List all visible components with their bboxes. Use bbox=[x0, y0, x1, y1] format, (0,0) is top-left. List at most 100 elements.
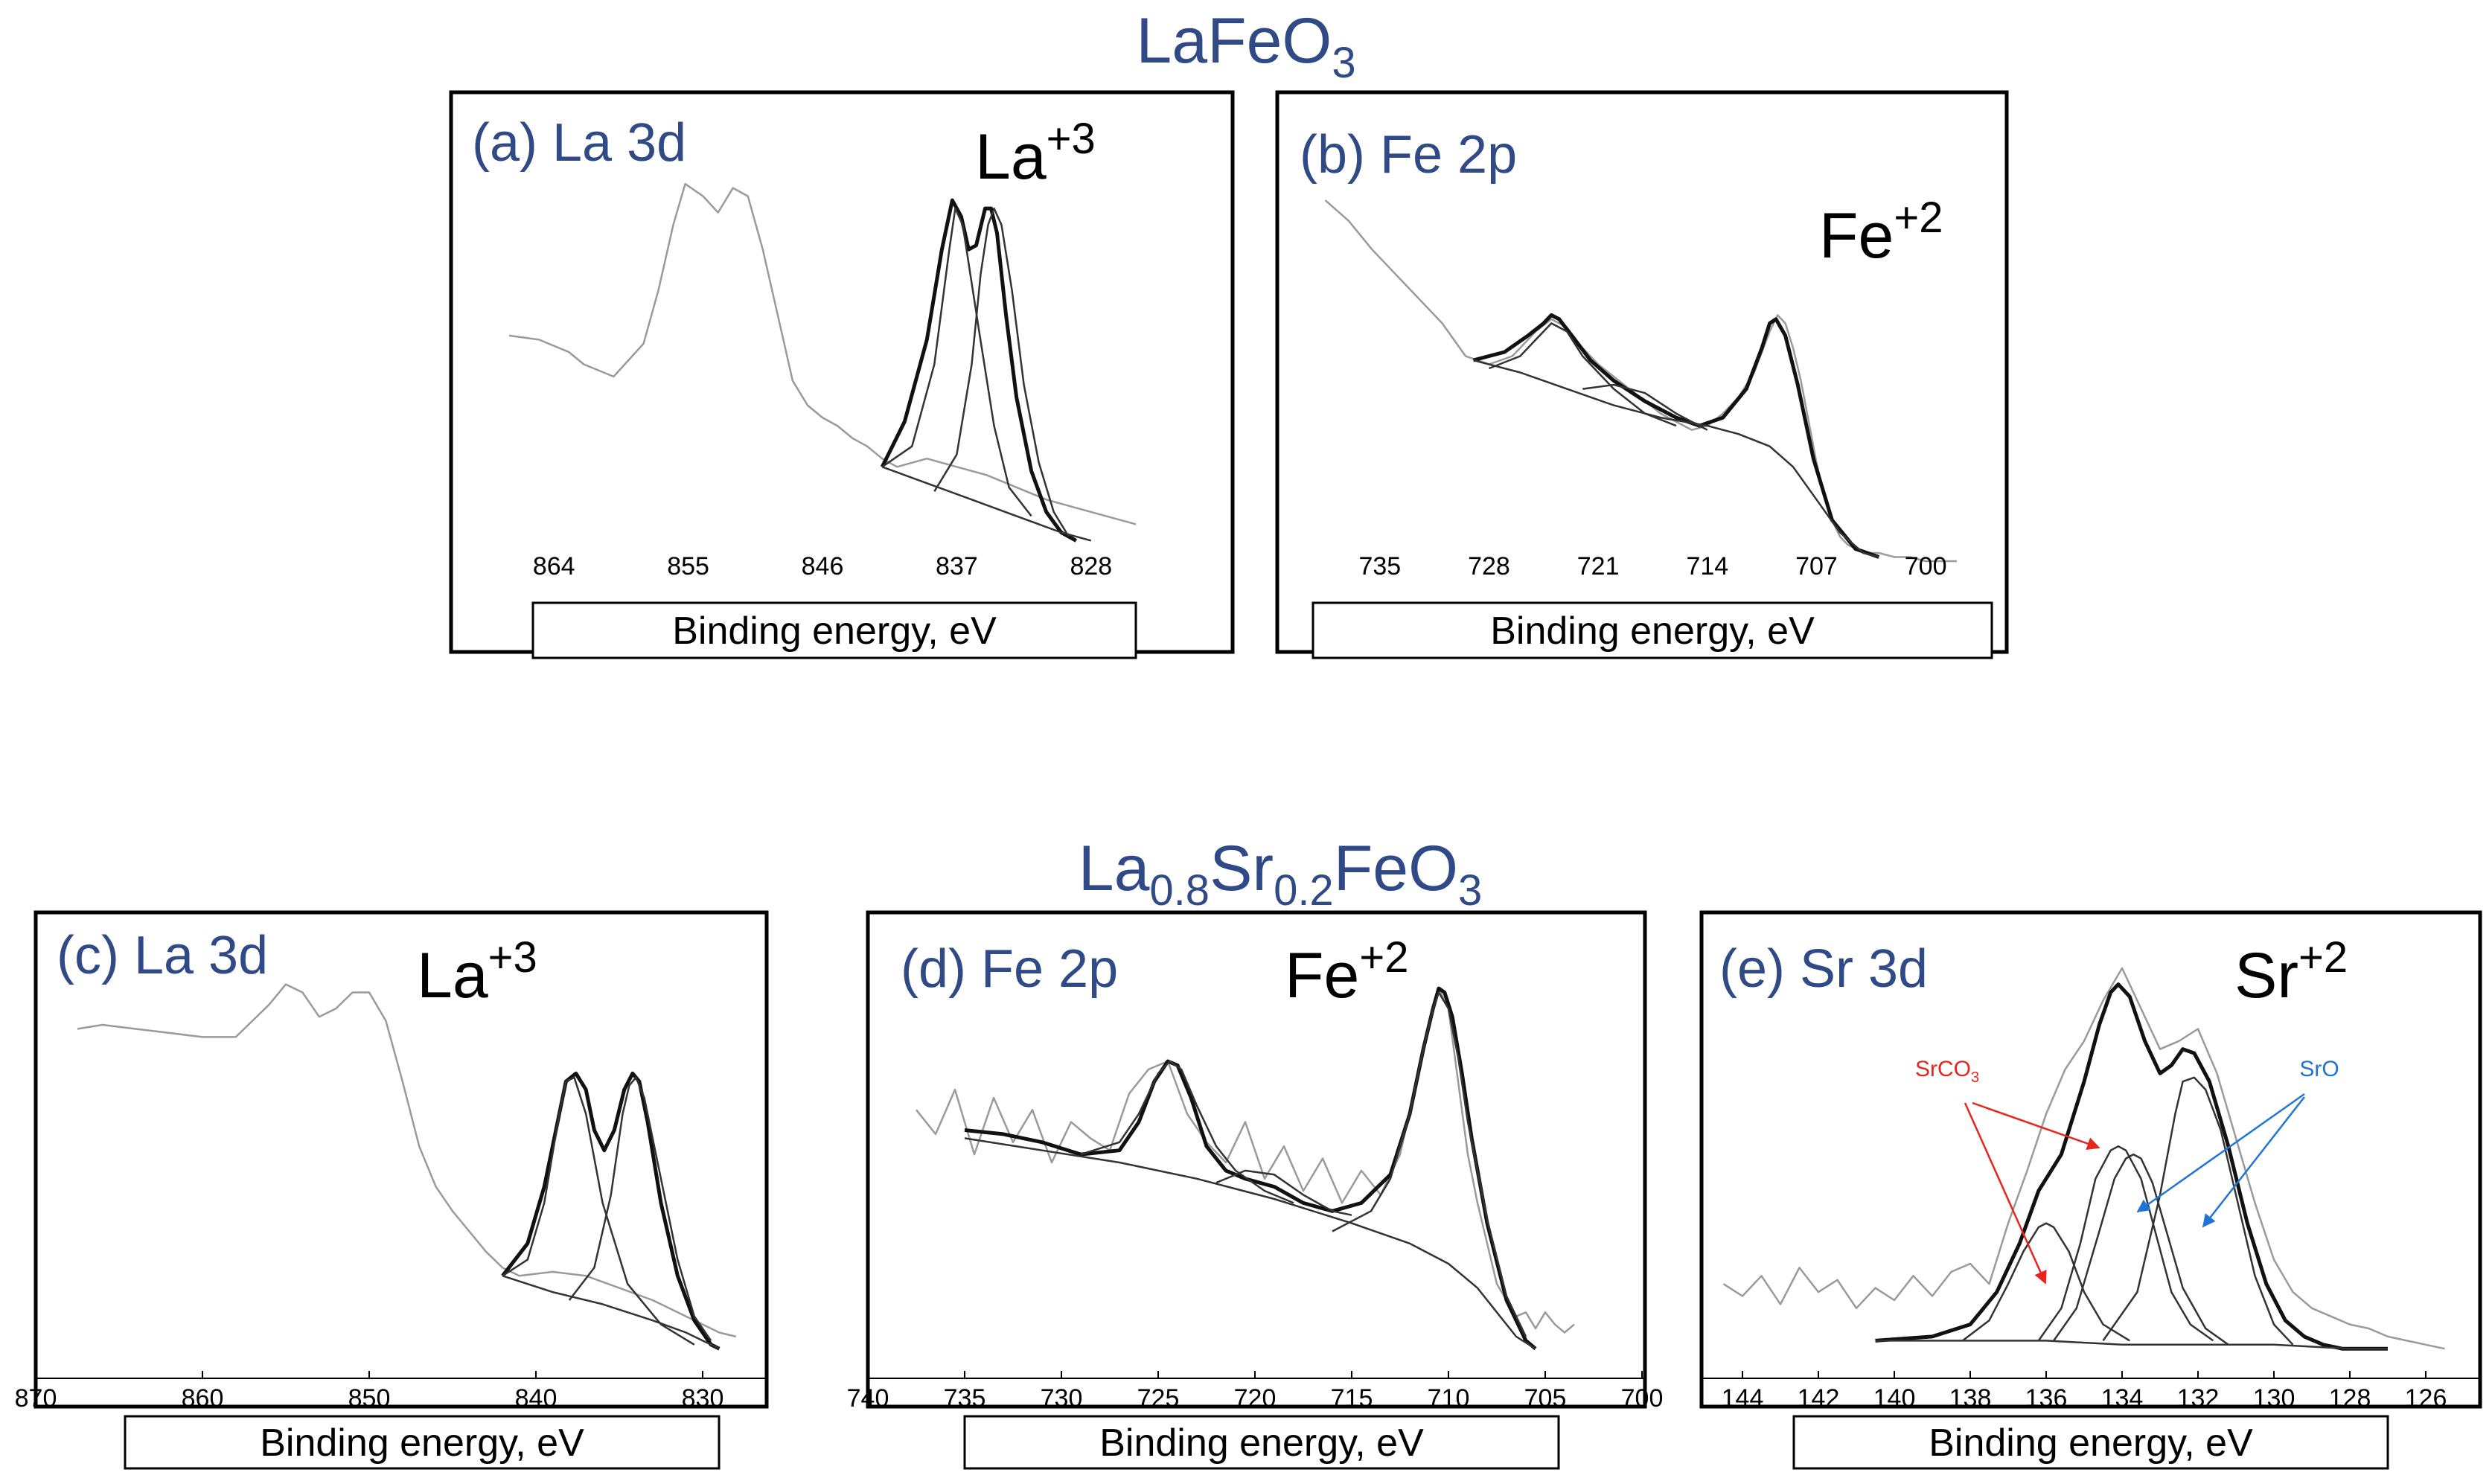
panel-c-xlabel-box bbox=[124, 1415, 721, 1470]
panel-b-series-component-1 bbox=[1489, 322, 1677, 427]
panel-b-tick-label-2: 721 bbox=[1577, 552, 1620, 581]
panel-d-series-component-1 bbox=[1080, 1060, 1294, 1204]
panel-c-series-component-2 bbox=[568, 1076, 712, 1342]
panel-e-tick-label-5: 134 bbox=[2101, 1384, 2144, 1413]
panel-e-tick-label-9: 126 bbox=[2405, 1384, 2447, 1413]
panel-d-tick-label-4: 720 bbox=[1234, 1384, 1277, 1413]
panel-e-tick-label-1: 142 bbox=[1798, 1384, 1840, 1413]
panel-c-tick-label-2: 850 bbox=[348, 1384, 391, 1413]
panel-e-state-label: Sr+2 bbox=[2234, 933, 2348, 1011]
panel-d-label: (d) Fe 2p bbox=[901, 939, 1118, 999]
panel-b-tick-label-1: 728 bbox=[1468, 552, 1510, 581]
panel-b-series-background bbox=[1473, 359, 1879, 558]
panel-e-tick-label-0: 144 bbox=[1722, 1384, 1764, 1413]
panel-d: 740 735 730 725 720 715 710 705 700 Binding energ… bbox=[847, 910, 1664, 1470]
panel-d-frame bbox=[866, 910, 1647, 1409]
panel-a: 864 855 846 837 828 Binding energy, eV (a) La … bbox=[449, 90, 1235, 659]
panel-e-tick-label-7: 130 bbox=[2253, 1384, 2295, 1413]
panel-d-xlabel: Binding energy, eV bbox=[1099, 1421, 1424, 1465]
panel-c-label: (c) La 3d bbox=[57, 926, 268, 985]
panel-e-tick-label-3: 138 bbox=[1949, 1384, 1992, 1413]
panel-d-xlabel-box bbox=[963, 1415, 1560, 1470]
panel-a-state-label: La+3 bbox=[975, 115, 1096, 193]
panel-e-tick-label-2: 140 bbox=[1873, 1384, 1916, 1413]
panel-e-series-component-SrO-b bbox=[2102, 1076, 2294, 1346]
panel-b-xlabel-box bbox=[1312, 601, 1993, 659]
panel-a-xlabel-box bbox=[531, 601, 1137, 659]
panel-d-tick-label-7: 705 bbox=[1524, 1384, 1567, 1413]
panel-b-tick-label-5: 700 bbox=[1905, 552, 1947, 581]
title-sub-2: 3 bbox=[1458, 866, 1482, 915]
panel-b-series-envelope bbox=[1472, 313, 1880, 559]
panel-d-tick-label-5: 715 bbox=[1331, 1384, 1373, 1413]
panel-a-tick-label-2: 846 bbox=[802, 552, 844, 581]
panel-c-tick-label-3: 840 bbox=[515, 1384, 557, 1413]
panel-a-tick-label-4: 828 bbox=[1070, 552, 1112, 581]
annotation-sro-arrow-1 bbox=[2202, 1096, 2305, 1228]
title-sub-1: 0.2 bbox=[1274, 866, 1334, 915]
panel-e-series-component-SrCO3-a bbox=[1962, 1222, 2130, 1342]
panel-e-series-envelope bbox=[1875, 982, 2388, 1351]
panel-b-series-component-2 bbox=[1582, 383, 1708, 431]
title-part-2: FeO bbox=[1334, 833, 1458, 904]
panel-d-series-background bbox=[964, 1137, 1536, 1350]
panel-e-tick-label-6: 132 bbox=[2177, 1384, 2220, 1413]
annotation-sro-label: SrO bbox=[2299, 1057, 2339, 1081]
title-sub-0: 0.8 bbox=[1149, 866, 1210, 915]
panel-d-tick-label-6: 710 bbox=[1428, 1384, 1470, 1413]
panel-d-series-envelope bbox=[964, 986, 1537, 1351]
panel-c: 870 860 850 840 830 Binding energy, eV (c) La … bbox=[15, 910, 769, 1470]
panel-e-label: (e) Sr 3d bbox=[1719, 939, 1928, 999]
panel-d-tick-label-3: 725 bbox=[1137, 1384, 1180, 1413]
panel-a-tick-label-0: 864 bbox=[533, 552, 575, 581]
panel-c-tick-label-4: 830 bbox=[682, 1384, 724, 1413]
panel-b-tick-label-4: 707 bbox=[1795, 552, 1838, 581]
panel-c-tick-label-1: 860 bbox=[182, 1384, 224, 1413]
panel-a-series-envelope bbox=[880, 198, 1078, 543]
panel-a-label: (a) La 3d bbox=[472, 113, 686, 173]
panel-c-tick-label-0: 870 bbox=[15, 1384, 57, 1413]
panel-c-frame bbox=[33, 910, 769, 1409]
panel-d-series-component-2 bbox=[1215, 1169, 1352, 1216]
annotation-sro-arrow-0 bbox=[2136, 1093, 2305, 1213]
panel-e-tick-label-4: 136 bbox=[2025, 1384, 2068, 1413]
panel-a-tick-label-3: 837 bbox=[936, 552, 978, 581]
panel-a-series-component-2 bbox=[933, 207, 1070, 537]
panel-d-tick-label-8: 700 bbox=[1621, 1384, 1664, 1413]
panel-b-tick-label-3: 714 bbox=[1686, 552, 1728, 581]
panel-e-series-background bbox=[1875, 1340, 2388, 1350]
panel-b: 735 728 721 714 707 700 Binding energy, eV (b) … bbox=[1275, 90, 2009, 659]
panel-a-tick-label-1: 855 bbox=[667, 552, 709, 581]
panel-b-label: (b) Fe 2p bbox=[1300, 125, 1517, 185]
figure-title-lafeo3: LaFeO3 bbox=[1136, 5, 1355, 87]
panel-b-state-label: Fe+2 bbox=[1819, 194, 1943, 272]
panel-e-xlabel-box bbox=[1792, 1415, 2389, 1470]
annotation-srco3-arrow-0 bbox=[1964, 1102, 2047, 1285]
panel-e-tick-label-8: 128 bbox=[2329, 1384, 2371, 1413]
panel-e-frame bbox=[1699, 910, 2482, 1409]
panel-e-series-component-SrO-a bbox=[2053, 1153, 2229, 1346]
panel-d-series-component-3 bbox=[1332, 991, 1527, 1337]
panel-c-series-component-1 bbox=[502, 1076, 695, 1346]
panel-e-xlabel: Binding energy, eV bbox=[1929, 1421, 2253, 1465]
panel-a-xlabel: Binding energy, eV bbox=[672, 610, 997, 653]
annotation-srco3-label: SrCO3 bbox=[1915, 1057, 1979, 1086]
panel-d-state-label: Fe+2 bbox=[1285, 933, 1409, 1011]
panel-c-series-background bbox=[502, 1275, 720, 1350]
panel-a-series-component-1 bbox=[881, 207, 1032, 517]
title-part-0: La bbox=[1079, 833, 1150, 904]
panel-e: 144 142 140 138 136 134 132 130 128 126 Binding en… bbox=[1699, 910, 2482, 1470]
panel-a-series-raw bbox=[508, 182, 1137, 525]
panel-c-series-raw bbox=[77, 983, 737, 1338]
panel-d-tick-label-1: 735 bbox=[944, 1384, 986, 1413]
title-part-1: Sr bbox=[1210, 833, 1274, 904]
panel-d-tick-label-0: 740 bbox=[847, 1384, 889, 1413]
panel-d-tick-label-2: 730 bbox=[1041, 1384, 1083, 1413]
panel-b-xlabel: Binding energy, eV bbox=[1490, 610, 1815, 653]
panel-b-tick-label-0: 735 bbox=[1358, 552, 1401, 581]
annotation-srco3-arrow-1 bbox=[1972, 1101, 2100, 1151]
panel-c-xlabel: Binding energy, eV bbox=[260, 1421, 584, 1465]
panel-e-series-raw bbox=[1722, 967, 2445, 1350]
panel-e-series-component-SrCO3-b bbox=[2037, 1145, 2214, 1342]
